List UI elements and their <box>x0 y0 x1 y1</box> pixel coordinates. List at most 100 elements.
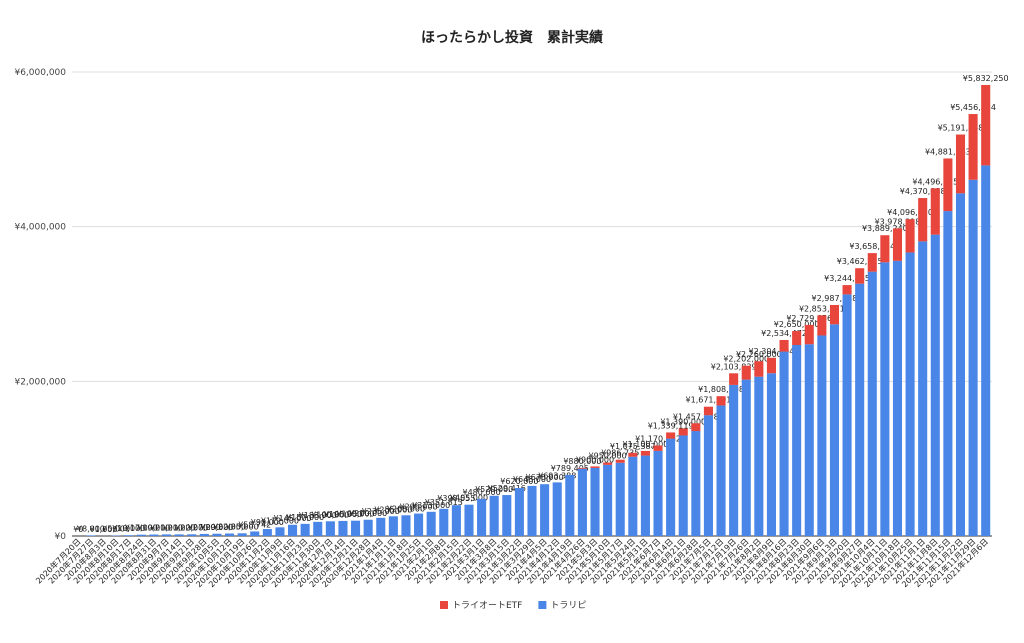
bar-segment <box>136 534 146 536</box>
bar-segment <box>124 535 134 536</box>
total-label: ¥5,456,324 <box>950 103 996 112</box>
bar-segment <box>691 431 701 536</box>
bar-segment <box>955 134 966 194</box>
total-label: ¥0 <box>73 525 83 534</box>
total-label: ¥210,000 <box>349 509 387 518</box>
total-label: ¥198,000 <box>336 510 374 519</box>
total-label: ¥10,000 <box>112 524 145 533</box>
total-label: ¥693,388 <box>538 471 576 480</box>
bar-segment <box>804 324 814 345</box>
bar-segment <box>489 495 499 536</box>
bar-segment <box>880 235 890 263</box>
bar-segment <box>174 534 184 536</box>
total-label: ¥90,000 <box>251 518 284 527</box>
total-label: ¥789,405 <box>551 464 589 473</box>
bar-segment <box>741 365 751 380</box>
legend-swatch <box>440 601 448 609</box>
total-label: ¥1,339,119 <box>648 421 694 430</box>
total-label: ¥2,534,472 <box>761 329 807 338</box>
total-label: ¥620,000 <box>500 477 538 486</box>
bar-segment <box>577 468 587 536</box>
bar-segment <box>741 379 751 536</box>
total-label: ¥1,671,901 <box>686 396 732 405</box>
bar-segment <box>653 445 663 451</box>
total-label: ¥648,000 <box>513 475 551 484</box>
bar-segment <box>779 351 789 536</box>
total-label: ¥19,000 <box>137 524 170 533</box>
bar-segment <box>514 488 524 536</box>
bar-segment <box>892 260 903 536</box>
total-label: ¥1,457,378 <box>673 412 719 421</box>
bar-segment <box>439 508 449 536</box>
bar-segment <box>855 283 865 536</box>
bar-segment <box>199 533 209 536</box>
total-label: ¥1,808,108 <box>698 385 744 394</box>
bar-segment <box>829 324 840 536</box>
bar-segment <box>502 495 512 536</box>
total-label: ¥190,000 <box>311 510 349 519</box>
total-label: ¥1,075,387 <box>610 442 656 451</box>
total-label: ¥2,103,839 <box>711 362 757 371</box>
bar-segment <box>930 188 940 235</box>
bar-segment <box>414 513 424 536</box>
total-label: ¥3,462,715 <box>837 257 883 266</box>
total-label: ¥2,202,000 <box>723 355 769 364</box>
total-label: ¥900,000 <box>576 455 614 464</box>
bar-segment <box>691 423 701 432</box>
bar-segment <box>804 344 814 536</box>
bar-segment <box>867 253 877 272</box>
bar-segment <box>943 158 953 212</box>
total-label: ¥17,000 <box>125 524 158 533</box>
bar-segment <box>981 165 991 536</box>
total-label: ¥3,978,318 <box>875 217 921 226</box>
bar-segment <box>779 340 789 352</box>
y-tick-label: ¥4,000,000 <box>14 223 66 233</box>
total-label: ¥290,000 <box>399 503 437 512</box>
bar-segment <box>313 521 323 536</box>
total-label: ¥145,000 <box>273 514 311 523</box>
total-label: ¥1,100,000 <box>623 440 669 449</box>
bar-segment <box>905 252 915 536</box>
bar-segment <box>351 520 361 536</box>
total-label: ¥21,000 <box>150 523 183 532</box>
bar-segment <box>376 517 386 536</box>
total-label: ¥3,244,465 <box>824 274 870 283</box>
total-label: ¥950,000 <box>589 452 627 461</box>
bar-segment <box>540 484 550 536</box>
total-label: ¥255,000 <box>374 505 412 514</box>
total-label: ¥112,000 <box>261 516 299 525</box>
bar-segment <box>250 531 260 536</box>
total-label: ¥2,650,000 <box>774 320 820 329</box>
bar-segment <box>930 234 940 536</box>
total-label: ¥27,000 <box>188 523 221 532</box>
total-label: ¥3,658,114 <box>849 242 895 251</box>
bar-segment <box>149 534 159 536</box>
total-label: ¥1,000 <box>90 525 118 534</box>
bar-segment <box>729 384 739 536</box>
bar-segment <box>666 432 676 439</box>
bar-segment <box>401 515 411 536</box>
bar-segment <box>829 304 840 325</box>
bar-segment <box>943 211 953 537</box>
bar-segment <box>464 504 474 536</box>
bar-segment <box>880 262 890 536</box>
bar-segment <box>615 462 625 536</box>
bar-segment <box>552 482 562 536</box>
bar-segment <box>855 268 865 284</box>
total-label: ¥21,000 <box>163 523 196 532</box>
total-label: ¥398,555 <box>437 494 475 503</box>
total-label: ¥235,000 <box>362 507 400 516</box>
total-label: ¥1,390,000 <box>660 418 706 427</box>
bar-segment <box>968 179 978 537</box>
bar-segment <box>842 285 852 295</box>
total-label: ¥2,304,404 <box>749 347 795 356</box>
bar-segment <box>363 519 373 536</box>
bar-segment <box>716 405 726 536</box>
total-label: ¥268,000 <box>387 504 425 513</box>
total-label: ¥35,000 <box>226 522 259 531</box>
bar-segment <box>300 523 310 536</box>
bar-segment <box>666 438 676 536</box>
total-label: ¥351,813 <box>425 498 463 507</box>
bar-segment <box>615 459 625 463</box>
